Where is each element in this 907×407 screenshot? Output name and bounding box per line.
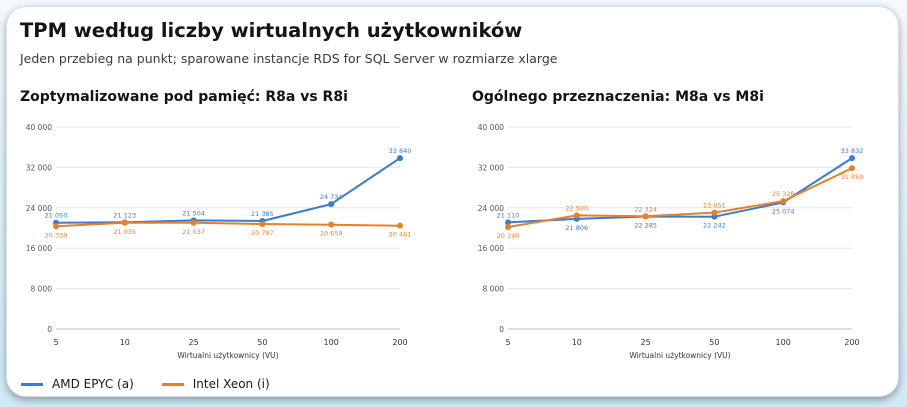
legend-label-amd: AMD EPYC (a) <box>52 377 134 391</box>
right-point-intel <box>780 198 787 205</box>
left-data-label-amd: 21 050 <box>45 212 68 220</box>
right-data-label-intel: 23 051 <box>703 202 726 210</box>
left-data-label-amd: 33 840 <box>389 147 412 155</box>
right-point-intel <box>573 212 580 219</box>
right-point-amd <box>505 219 511 226</box>
right-data-label-intel: 20 190 <box>497 232 520 240</box>
right-x-axis-title: Wirtualni użytkownicy (VU) <box>629 351 730 360</box>
left-data-label-intel: 21 035 <box>113 228 136 236</box>
left-point-intel <box>397 222 403 229</box>
legend-item-amd[interactable]: AMD EPYC (a) <box>21 377 134 391</box>
legend: AMD EPYC (a) Intel Xeon (i) <box>21 376 298 392</box>
right-y-tick-label: 24 000 <box>478 204 504 213</box>
left-point-intel <box>190 219 197 226</box>
chart-right-title: Ogólnego przeznaczenia: M8a vs M8i <box>472 89 764 105</box>
left-y-tick-label: 32 000 <box>26 163 52 172</box>
left-y-tick-label: 24 000 <box>26 204 52 213</box>
legend-swatch-intel <box>161 382 184 386</box>
left-data-label-intel: 20 339 <box>45 231 68 239</box>
left-point-intel <box>259 220 266 227</box>
right-data-label-amd: 22 285 <box>634 221 657 229</box>
left-point-intel <box>121 219 128 226</box>
right-data-label-amd: 25 074 <box>772 207 795 215</box>
page-subtitle: Jeden przebieg na punkt; sparowane insta… <box>20 51 558 66</box>
right-data-label-intel: 22 500 <box>565 204 588 212</box>
left-point-amd <box>397 155 403 162</box>
left-x-tick-label: 50 <box>257 338 267 347</box>
left-point-intel <box>328 221 335 228</box>
left-y-tick-label: 8 000 <box>31 285 53 294</box>
right-x-tick-label: 5 <box>505 338 510 347</box>
chart-card: TPM według liczby wirtualnych użytkownik… <box>6 6 899 397</box>
left-data-label-intel: 20 659 <box>320 230 343 238</box>
page-title: TPM według liczby wirtualnych użytkownik… <box>20 19 523 42</box>
left-data-label-amd: 24 734 <box>320 193 343 201</box>
legend-item-intel[interactable]: Intel Xeon (i) <box>161 377 270 391</box>
right-y-tick-label: 32 000 <box>478 163 504 172</box>
left-x-tick-label: 25 <box>189 338 199 347</box>
left-data-label-intel: 20 461 <box>389 231 412 239</box>
left-x-tick-label: 200 <box>392 338 407 347</box>
right-data-label-amd: 21 806 <box>565 224 588 232</box>
left-series-line-intel <box>55 221 401 228</box>
legend-label-intel: Intel Xeon (i) <box>192 377 270 391</box>
left-y-tick-label: 40 000 <box>26 123 52 132</box>
right-point-intel <box>711 209 718 216</box>
left-x-tick-label: 10 <box>120 338 130 347</box>
right-data-label-amd: 33 832 <box>841 147 864 155</box>
left-data-label-intel: 21 037 <box>182 228 205 236</box>
left-data-label-amd: 21 123 <box>113 211 136 219</box>
right-data-label-amd: 21 110 <box>497 211 520 219</box>
right-point-amd <box>849 155 855 162</box>
left-series-line-amd <box>55 157 401 224</box>
left-x-axis-title: Wirtualni użytkownicy (VU) <box>177 351 278 360</box>
right-point-intel <box>849 165 855 172</box>
right-series-line-intel <box>507 167 853 228</box>
right-x-tick-label: 10 <box>572 338 582 347</box>
right-y-tick-label: 16 000 <box>478 244 504 253</box>
right-y-tick-label: 0 <box>499 325 504 334</box>
right-data-label-intel: 25 328 <box>772 190 795 198</box>
right-y-tick-label: 40 000 <box>478 123 504 132</box>
left-point-intel <box>53 223 59 230</box>
left-y-tick-label: 0 <box>47 325 52 334</box>
right-data-label-intel: 22 324 <box>634 205 657 213</box>
right-point-intel <box>505 224 511 231</box>
left-y-tick-label: 16 000 <box>26 244 52 253</box>
right-x-tick-label: 200 <box>844 338 859 347</box>
right-x-tick-label: 25 <box>641 338 651 347</box>
right-data-label-intel: 31 850 <box>841 173 864 181</box>
right-y-tick-label: 8 000 <box>483 285 505 294</box>
right-x-tick-label: 50 <box>709 338 719 347</box>
left-data-label-amd: 21 385 <box>251 210 274 218</box>
right-x-tick-label: 100 <box>776 338 791 347</box>
left-data-label-amd: 21 504 <box>182 209 205 217</box>
right-point-intel <box>642 213 649 220</box>
left-x-tick-label: 100 <box>324 338 339 347</box>
left-point-amd <box>328 201 335 208</box>
left-data-label-intel: 20 797 <box>251 229 274 237</box>
right-data-label-amd: 22 242 <box>703 222 726 230</box>
chart-left-title: Zoptymalizowane pod pamięć: R8a vs R8i <box>20 89 348 105</box>
left-x-tick-label: 5 <box>53 338 58 347</box>
legend-swatch-amd <box>21 382 43 386</box>
